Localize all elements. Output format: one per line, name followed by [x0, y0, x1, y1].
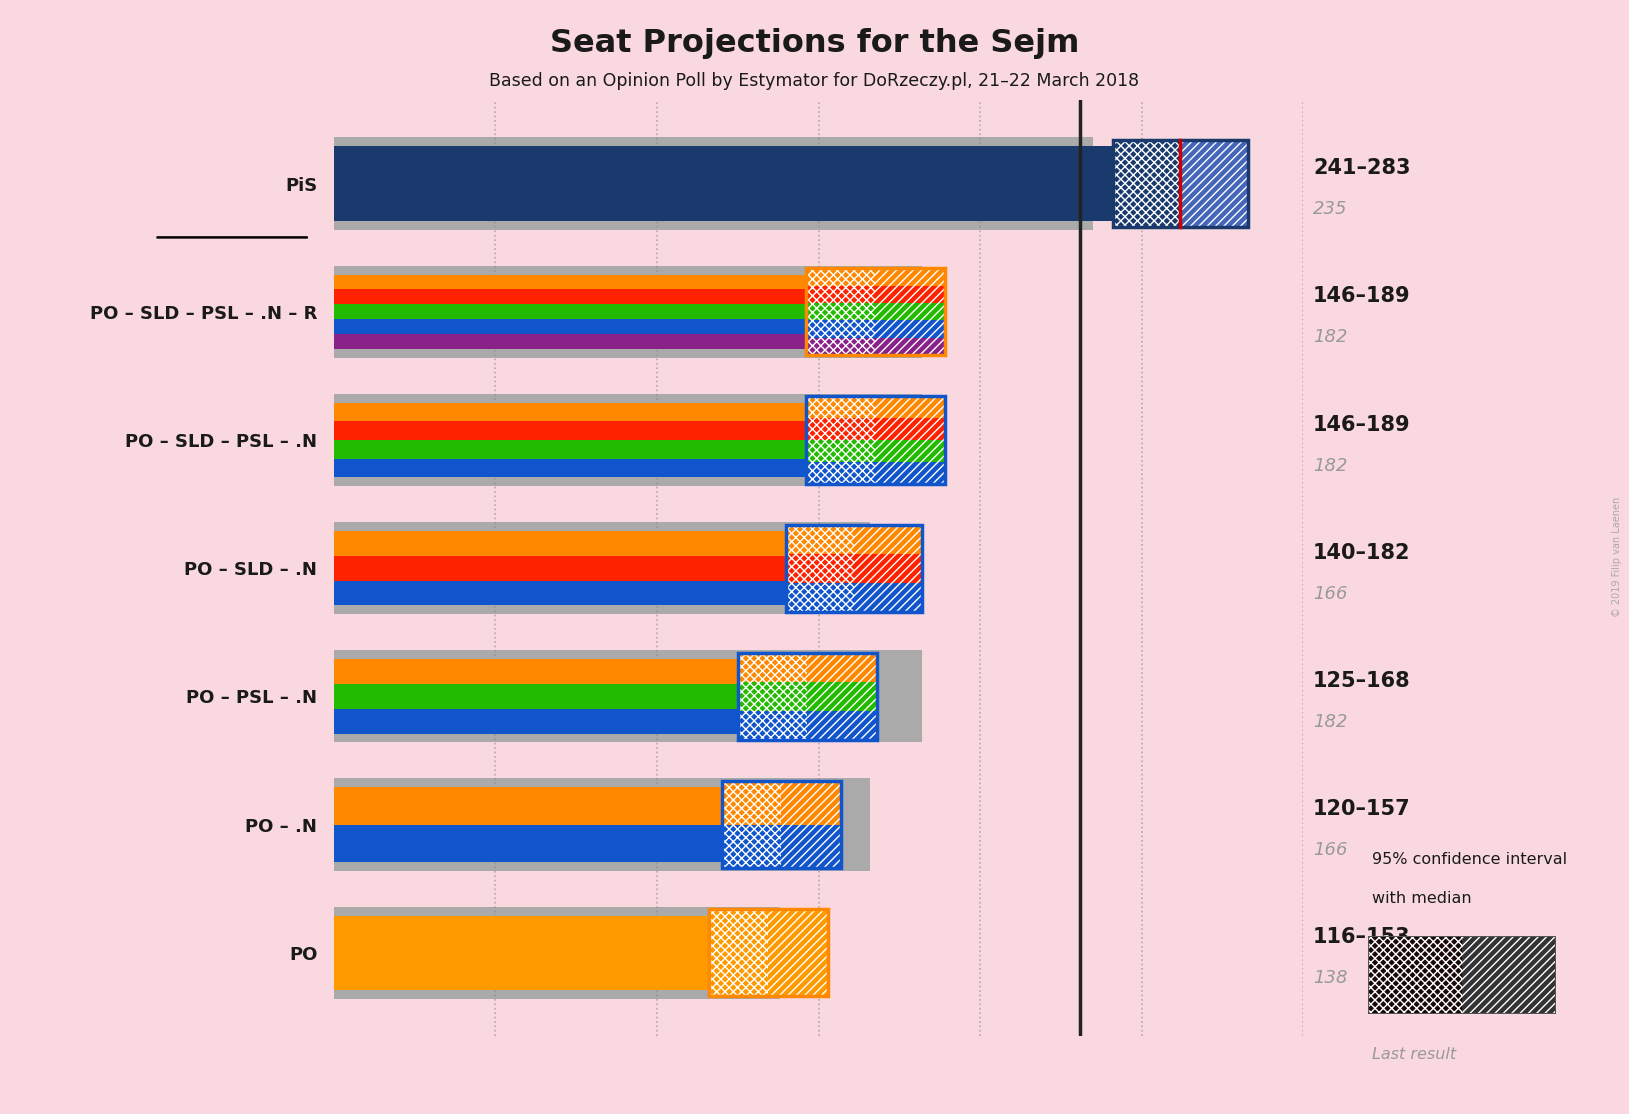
- Bar: [806, 338, 875, 355]
- Text: 166: 166: [1313, 841, 1347, 859]
- Bar: [334, 146, 1113, 221]
- Bar: [334, 403, 806, 421]
- Text: 138: 138: [1313, 969, 1347, 987]
- Bar: [1113, 140, 1181, 227]
- Bar: [1368, 936, 1461, 1014]
- Bar: [806, 461, 875, 483]
- Text: with median: with median: [1372, 891, 1471, 906]
- Text: 182: 182: [1313, 457, 1347, 475]
- Bar: [875, 321, 945, 338]
- Text: 182: 182: [1313, 713, 1347, 731]
- Bar: [875, 268, 945, 285]
- Bar: [787, 525, 854, 554]
- Bar: [806, 397, 945, 483]
- Bar: [334, 459, 806, 477]
- Bar: [334, 659, 738, 684]
- Bar: [854, 583, 922, 612]
- Bar: [334, 440, 806, 459]
- Bar: [334, 265, 922, 358]
- Bar: [334, 531, 787, 556]
- Bar: [782, 781, 841, 824]
- Bar: [722, 824, 782, 868]
- Bar: [738, 682, 808, 711]
- Bar: [722, 781, 782, 824]
- Bar: [808, 711, 876, 740]
- Bar: [334, 824, 722, 862]
- Text: 166: 166: [1313, 585, 1347, 603]
- Text: Based on an Opinion Poll by Estymator for DoRzeczy.pl, 21–22 March 2018: Based on an Opinion Poll by Estymator fo…: [489, 72, 1140, 90]
- Bar: [709, 909, 769, 996]
- Bar: [334, 394, 922, 486]
- Bar: [334, 334, 806, 349]
- Bar: [334, 421, 806, 440]
- Bar: [334, 580, 787, 605]
- Bar: [334, 709, 738, 733]
- Text: Last result: Last result: [1372, 1047, 1456, 1062]
- Bar: [334, 290, 806, 304]
- Bar: [854, 525, 922, 554]
- Text: 120–157: 120–157: [1313, 799, 1411, 819]
- Text: Seat Projections for the Sejm: Seat Projections for the Sejm: [551, 28, 1078, 59]
- Bar: [875, 440, 945, 461]
- Bar: [808, 682, 876, 711]
- Bar: [334, 304, 806, 320]
- Bar: [334, 274, 806, 290]
- Bar: [875, 397, 945, 418]
- Bar: [334, 779, 870, 871]
- Text: 182: 182: [1313, 329, 1347, 346]
- Text: 146–189: 146–189: [1313, 286, 1411, 306]
- Bar: [806, 285, 875, 303]
- Bar: [738, 653, 808, 682]
- Bar: [806, 397, 875, 418]
- Bar: [875, 418, 945, 440]
- Text: © 2019 Filip van Laenen: © 2019 Filip van Laenen: [1613, 497, 1622, 617]
- Bar: [806, 268, 945, 355]
- Text: 95% confidence interval: 95% confidence interval: [1372, 852, 1567, 867]
- Bar: [334, 788, 722, 824]
- Bar: [334, 522, 870, 614]
- Text: 125–168: 125–168: [1313, 671, 1411, 691]
- Bar: [334, 556, 787, 580]
- Bar: [334, 320, 806, 334]
- Bar: [806, 440, 875, 461]
- Bar: [875, 338, 945, 355]
- Text: 140–182: 140–182: [1313, 543, 1411, 563]
- Bar: [806, 268, 875, 285]
- Bar: [769, 909, 828, 996]
- Bar: [334, 916, 709, 990]
- Bar: [875, 303, 945, 321]
- Bar: [875, 461, 945, 483]
- Bar: [808, 653, 876, 682]
- Bar: [782, 824, 841, 868]
- Text: 116–153: 116–153: [1313, 927, 1411, 947]
- Bar: [709, 909, 828, 996]
- Bar: [334, 137, 1093, 229]
- Bar: [787, 525, 922, 612]
- Bar: [854, 554, 922, 583]
- Bar: [787, 554, 854, 583]
- Bar: [787, 583, 854, 612]
- Bar: [334, 684, 738, 709]
- Bar: [1113, 140, 1248, 227]
- Text: 241–283: 241–283: [1313, 158, 1411, 178]
- Bar: [334, 651, 922, 742]
- Bar: [738, 711, 808, 740]
- Bar: [806, 303, 875, 321]
- Bar: [806, 321, 875, 338]
- Bar: [334, 907, 780, 999]
- Bar: [722, 781, 841, 868]
- Bar: [806, 418, 875, 440]
- Bar: [1461, 936, 1556, 1014]
- Bar: [738, 653, 876, 740]
- Bar: [875, 285, 945, 303]
- Text: 235: 235: [1313, 201, 1347, 218]
- Bar: [1181, 140, 1248, 227]
- Text: 146–189: 146–189: [1313, 414, 1411, 434]
